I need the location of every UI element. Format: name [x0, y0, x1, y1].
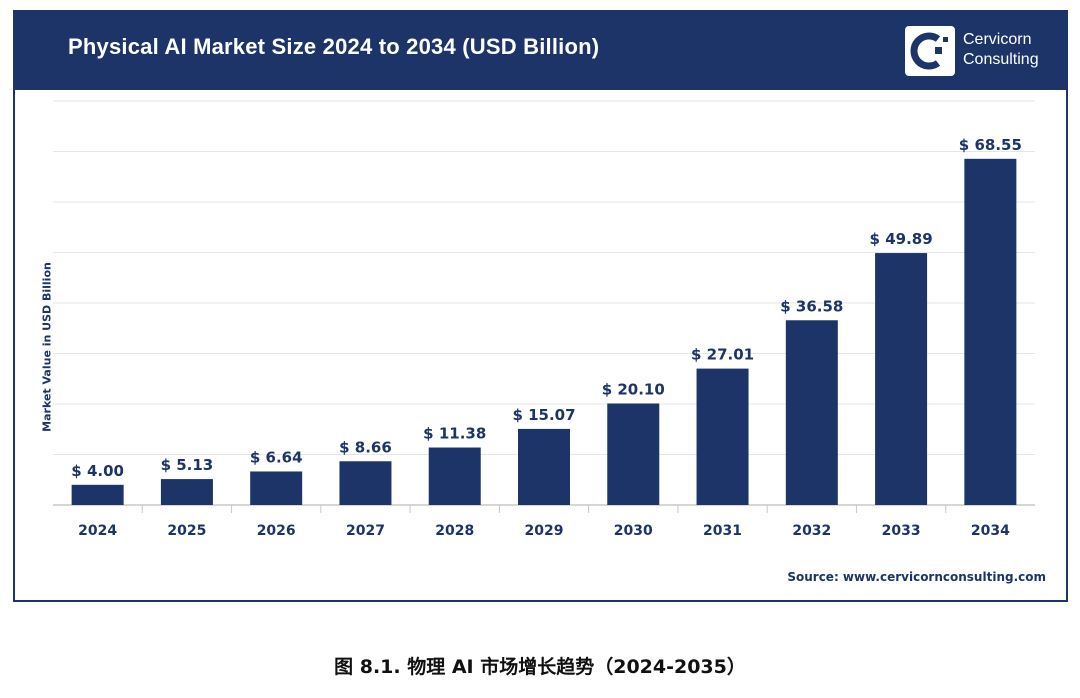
x-tick-label-2026: 2026 [257, 523, 296, 539]
chart-title: Physical AI Market Size 2024 to 2034 (US… [68, 34, 600, 59]
bar-2033 [875, 253, 928, 505]
company-name-line1: Cervicorn [963, 31, 1032, 48]
bar-2028 [428, 447, 481, 505]
x-tick-label-2025: 2025 [167, 523, 206, 539]
data-label-2026: $ 6.64 [250, 448, 303, 466]
bar-2032 [785, 320, 838, 505]
x-tick-label-2028: 2028 [435, 523, 474, 539]
x-tick-label-2033: 2033 [882, 523, 921, 539]
bar-2029 [518, 428, 570, 505]
x-tick-label-2030: 2030 [614, 523, 653, 539]
data-label-2034: $ 68.55 [959, 136, 1022, 154]
data-label-2027: $ 8.66 [339, 438, 392, 456]
x-tick-label-2027: 2027 [346, 523, 385, 539]
bar-2026 [250, 471, 303, 505]
figure-caption: 图 8.1. 物理 AI 市场增长趋势（2024-2035） [334, 656, 746, 678]
data-label-2030: $ 20.10 [602, 380, 665, 398]
x-tick-label-2031: 2031 [703, 523, 742, 539]
chart-frame: Physical AI Market Size 2024 to 2034 (US… [13, 10, 1068, 602]
data-label-2033: $ 49.89 [870, 230, 933, 248]
company-name: Cervicorn Consulting [963, 30, 1039, 70]
source-note: Source: www.cervicornconsulting.com [787, 570, 1046, 584]
data-label-2029: $ 15.07 [512, 406, 575, 424]
bar-chart: $ 4.00 2024 $ 5.13 2025 $ 6.64 2026 $ 8.66 2027… [53, 100, 1035, 539]
data-label-2032: $ 36.58 [780, 297, 843, 315]
bar-2031 [696, 368, 749, 505]
data-label-2025: $ 5.13 [161, 456, 214, 474]
bar-2027 [339, 461, 392, 505]
bar-2025 [160, 479, 213, 505]
x-tick-label-2032: 2032 [792, 523, 831, 539]
bar-2034 [964, 158, 1017, 505]
cervicorn-logo-icon [905, 26, 955, 76]
data-label-2028: $ 11.38 [423, 425, 486, 443]
data-label-2031: $ 27.01 [691, 346, 754, 364]
company-name-line2: Consulting [963, 51, 1039, 68]
x-tick-label-2024: 2024 [78, 523, 117, 539]
data-label-2024: $ 4.00 [71, 462, 124, 480]
x-tick-label-2029: 2029 [525, 523, 564, 539]
bar-2024 [71, 484, 124, 505]
x-tick-label-2034: 2034 [971, 523, 1010, 539]
bar-2030 [607, 403, 660, 505]
chart-header: Physical AI Market Size 2024 to 2034 (US… [15, 12, 1066, 90]
